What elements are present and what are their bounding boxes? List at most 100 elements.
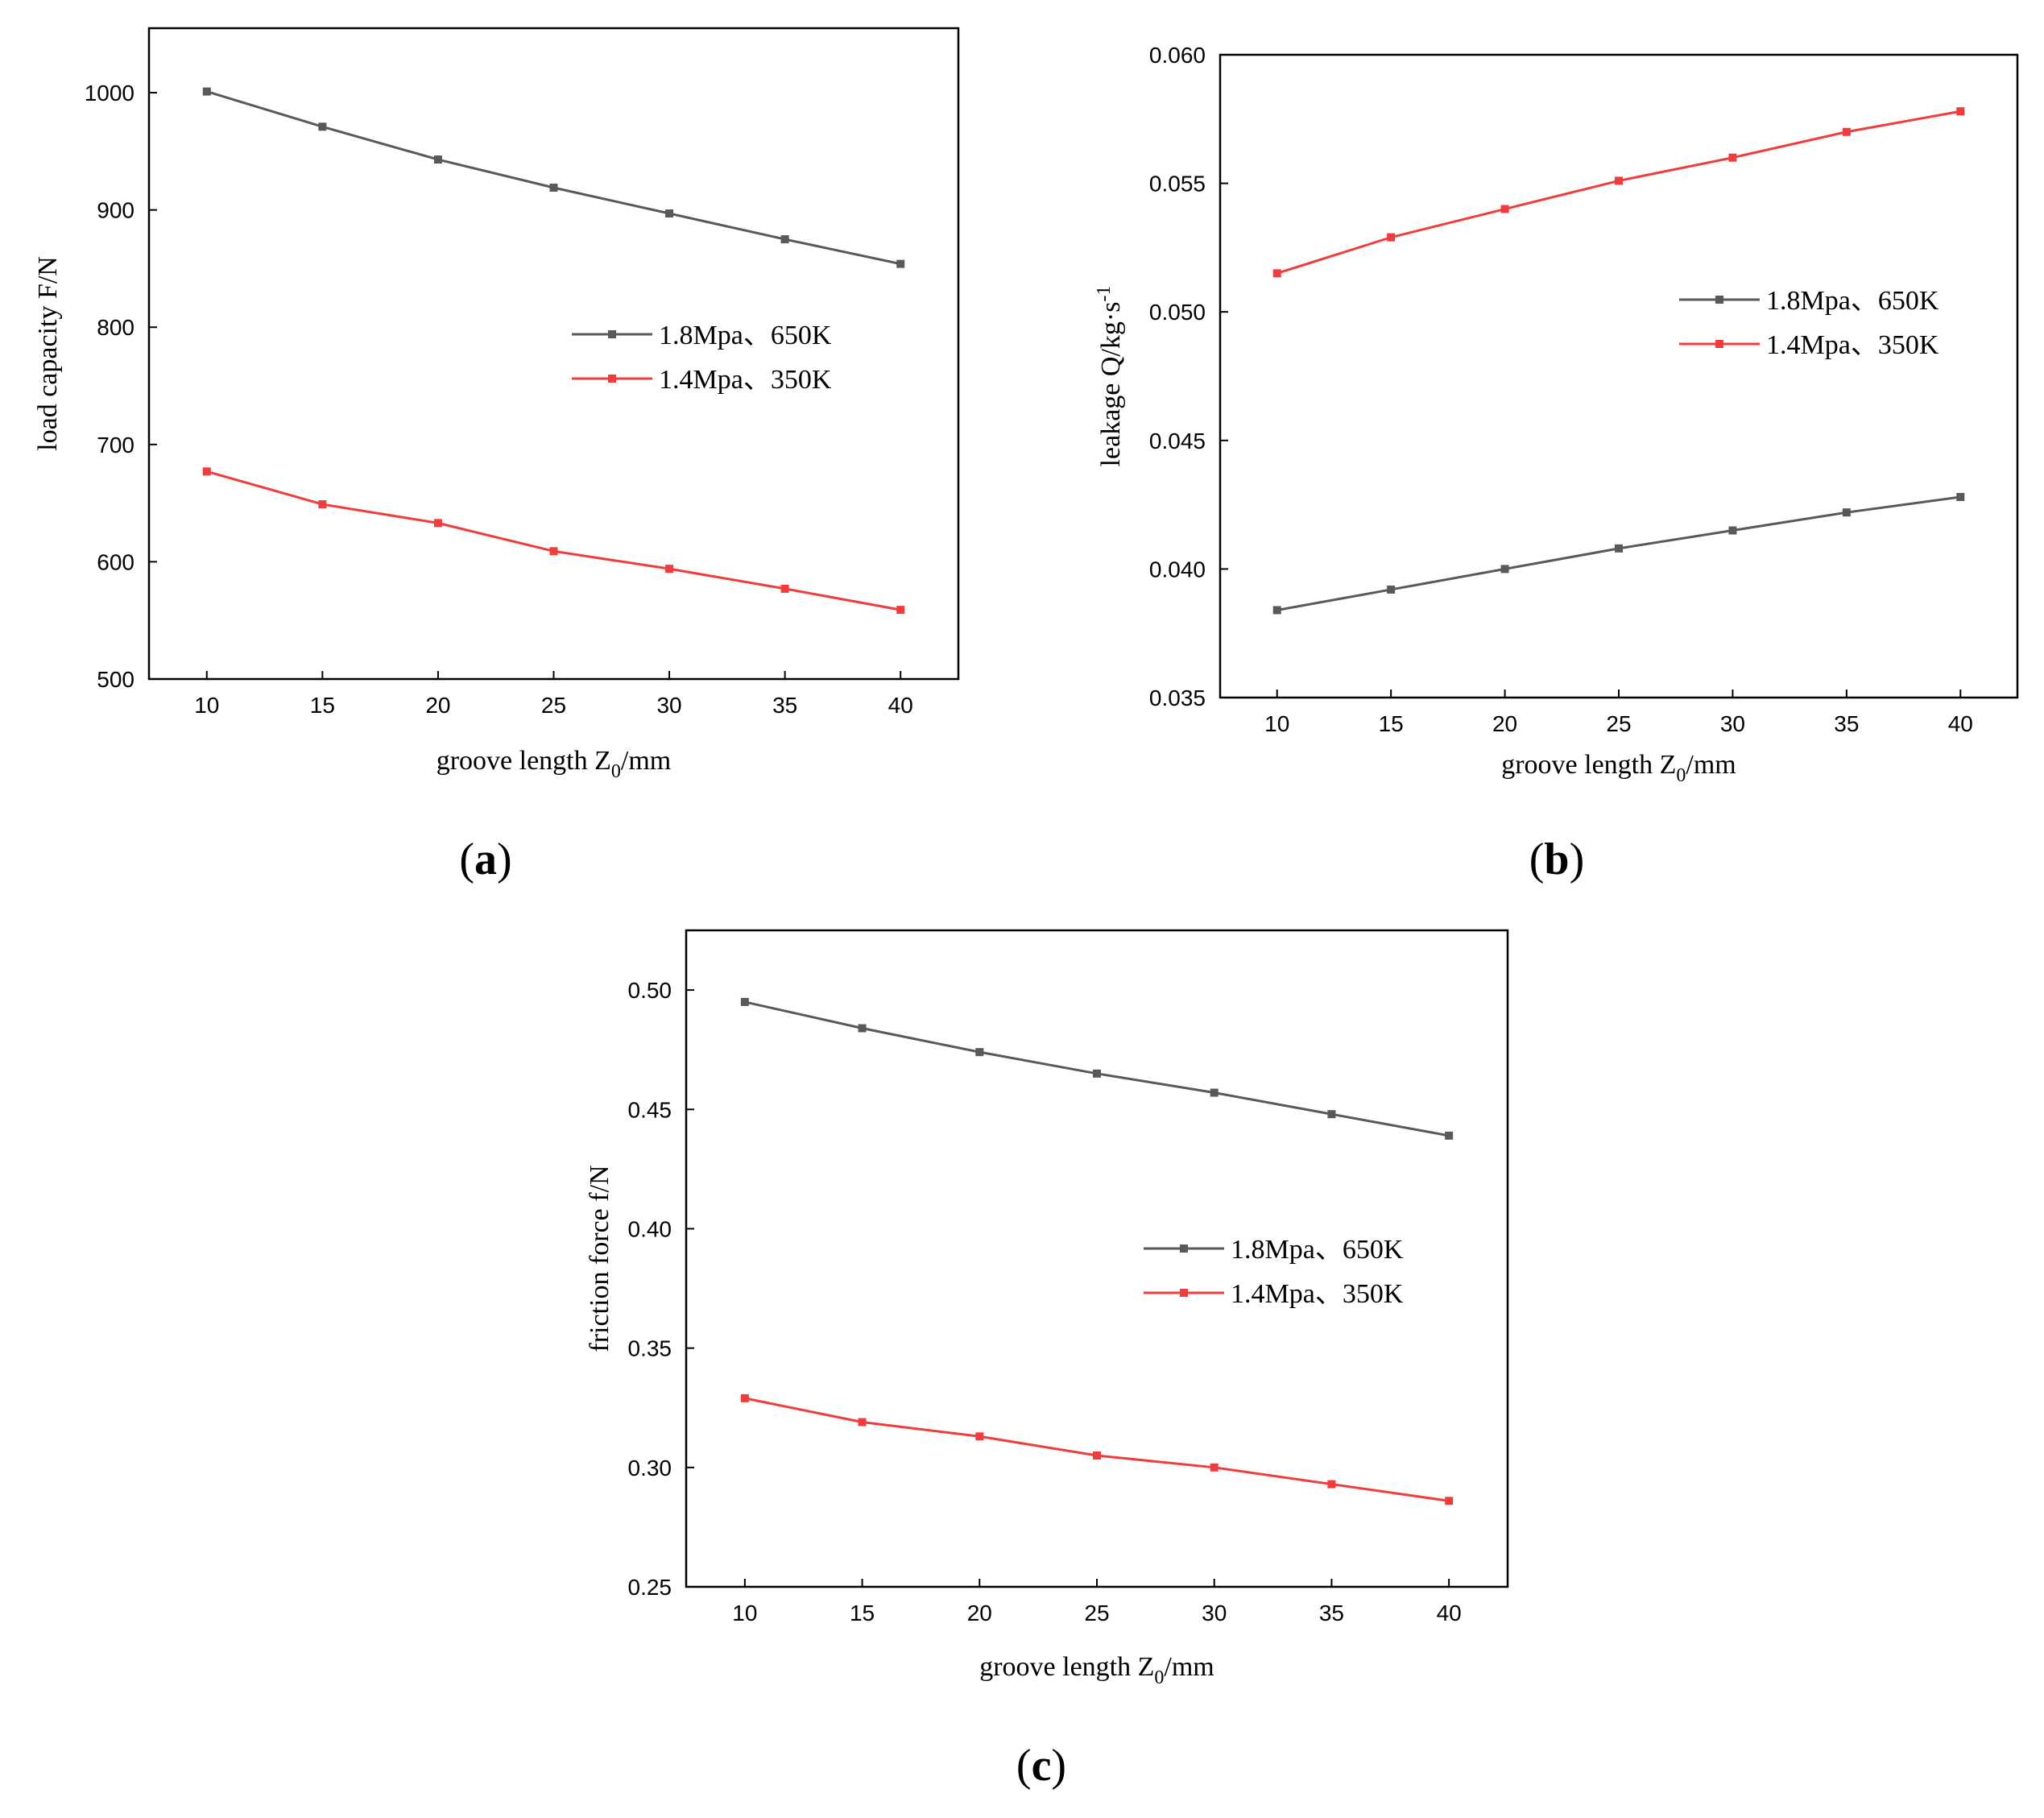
- legend-label-a-0: 1.8Mpa、650K: [659, 321, 832, 350]
- x-tick-label-c-3: 25: [1084, 1601, 1109, 1625]
- chart-b: 10 15 20 25 30 35 40 0.035 0.040 0.045 0.050 0.055 0…: [1094, 43, 2019, 786]
- data-point-c-0-6: [1445, 1131, 1454, 1140]
- data-point-a-1-3: [549, 547, 558, 556]
- x-tick-label-b-2: 20: [1492, 711, 1517, 736]
- y-tick-label-b-1: 0.040: [1149, 557, 1206, 582]
- y-axis-label-b: leakage Q/kg·s-1: [1094, 286, 1126, 467]
- y-tick-label-c-1: 0.30: [628, 1456, 672, 1480]
- y-axis-label-a: load capacity F/N: [33, 256, 63, 451]
- data-point-a-0-1: [318, 122, 327, 131]
- x-tick-label-a-5: 35: [772, 693, 797, 718]
- y-tick-label-b-0: 0.035: [1149, 685, 1206, 710]
- x-tick-label-c-5: 35: [1319, 1601, 1344, 1625]
- data-point-c-0-1: [858, 1024, 867, 1033]
- y-tick-label-b-4: 0.055: [1149, 172, 1206, 197]
- x-tick-label-b-3: 25: [1606, 711, 1631, 736]
- y-tick-label-a-5: 1000: [85, 81, 134, 106]
- data-point-c-1-5: [1327, 1480, 1336, 1489]
- caption-c: (c): [1016, 1741, 1067, 1791]
- data-point-a-0-0: [202, 87, 211, 96]
- legend-label-a-1: 1.4Mpa、350K: [659, 365, 832, 395]
- data-point-c-1-2: [975, 1432, 984, 1441]
- caption-b: (b): [1529, 834, 1585, 884]
- data-point-c-1-3: [1093, 1452, 1101, 1460]
- x-tick-label-b-0: 10: [1264, 711, 1289, 736]
- data-point-b-1-3: [1615, 176, 1623, 185]
- y-tick-label-c-3: 0.40: [628, 1216, 672, 1241]
- legend-label-c-0: 1.8Mpa、650K: [1231, 1235, 1404, 1265]
- x-tick-label-c-0: 10: [732, 1601, 757, 1625]
- x-tick-label-b-4: 30: [1720, 711, 1745, 736]
- legend-marker-c-1: [1180, 1289, 1188, 1297]
- data-point-b-0-4: [1728, 526, 1737, 535]
- y-tick-label-a-4: 900: [97, 198, 134, 223]
- data-point-a-0-6: [896, 259, 905, 268]
- y-tick-label-b-5: 0.060: [1149, 43, 1206, 68]
- legend-marker-a-1: [608, 375, 616, 383]
- data-point-c-0-0: [740, 997, 749, 1006]
- y-tick-label-b-2: 0.045: [1149, 429, 1206, 453]
- y-tick-label-a-3: 800: [97, 315, 134, 340]
- x-tick-label-a-0: 10: [194, 693, 219, 718]
- data-point-a-0-5: [780, 235, 789, 244]
- data-point-b-0-5: [1842, 508, 1851, 517]
- data-point-a-0-4: [665, 209, 674, 218]
- data-point-b-1-0: [1272, 269, 1281, 278]
- x-tick-label-c-1: 15: [850, 1601, 875, 1625]
- x-tick-label-a-6: 40: [888, 693, 913, 718]
- caption-a: (a): [459, 834, 512, 884]
- y-tick-label-a-2: 700: [97, 433, 134, 458]
- legend-marker-b-0: [1715, 296, 1723, 304]
- data-point-c-1-6: [1445, 1497, 1454, 1505]
- data-point-c-0-3: [1093, 1069, 1101, 1078]
- data-point-a-1-2: [433, 519, 442, 528]
- y-tick-label-a-0: 500: [97, 667, 134, 692]
- data-point-b-0-2: [1500, 565, 1509, 574]
- y-tick-label-c-5: 0.50: [628, 978, 672, 1003]
- data-point-a-1-4: [665, 565, 674, 574]
- data-point-c-1-1: [858, 1418, 867, 1427]
- legend-label-b-1: 1.4Mpa、350K: [1766, 330, 1939, 360]
- x-axis-label-b: groove length Z0/mm: [1501, 750, 1736, 786]
- chart-a: 10 15 20 25 30 35 40 500 600 700 800 900 1000 groove …: [33, 27, 960, 782]
- x-axis-label-c: groove length Z0/mm: [979, 1652, 1214, 1688]
- data-point-a-1-6: [896, 606, 905, 615]
- y-tick-label-c-0: 0.25: [628, 1575, 672, 1600]
- x-tick-label-c-6: 40: [1437, 1601, 1462, 1625]
- x-tick-label-a-3: 25: [541, 693, 566, 718]
- data-point-c-0-2: [975, 1048, 984, 1057]
- data-point-a-1-0: [202, 467, 211, 476]
- x-tick-label-b-5: 35: [1834, 711, 1859, 736]
- data-point-b-0-3: [1615, 544, 1623, 553]
- x-tick-label-c-4: 30: [1202, 1601, 1227, 1625]
- data-point-b-0-1: [1387, 585, 1396, 594]
- series-line-c-1: [744, 1397, 1450, 1502]
- y-tick-label-c-4: 0.45: [628, 1097, 672, 1122]
- legend-marker-c-0: [1180, 1244, 1188, 1253]
- data-point-c-0-5: [1327, 1110, 1336, 1119]
- data-point-a-0-3: [549, 183, 558, 192]
- data-point-a-0-2: [433, 155, 442, 164]
- series-line-c-0: [744, 1000, 1450, 1137]
- legend-marker-b-1: [1715, 340, 1723, 348]
- y-tick-label-c-2: 0.35: [628, 1336, 672, 1361]
- data-point-b-0-6: [1956, 493, 1965, 502]
- x-tick-label-b-1: 15: [1379, 711, 1404, 736]
- data-point-b-1-2: [1500, 205, 1509, 213]
- y-axis-label-c: friction force f/N: [585, 1165, 614, 1352]
- data-point-c-0-4: [1210, 1088, 1219, 1097]
- x-tick-label-b-6: 40: [1948, 711, 1973, 736]
- x-tick-label-a-2: 20: [425, 693, 450, 718]
- x-tick-label-a-4: 30: [656, 693, 681, 718]
- x-tick-label-a-1: 15: [310, 693, 335, 718]
- data-point-b-1-6: [1956, 107, 1965, 116]
- legend-marker-a-0: [608, 330, 616, 338]
- data-point-b-1-5: [1842, 127, 1851, 136]
- legend-label-c-1: 1.4Mpa、350K: [1231, 1279, 1404, 1309]
- data-point-c-1-4: [1210, 1463, 1219, 1472]
- data-point-a-1-5: [780, 584, 789, 593]
- x-tick-label-c-2: 20: [967, 1601, 992, 1625]
- legend-label-b-0: 1.8Mpa、650K: [1766, 286, 1939, 316]
- data-point-b-0-0: [1272, 606, 1281, 615]
